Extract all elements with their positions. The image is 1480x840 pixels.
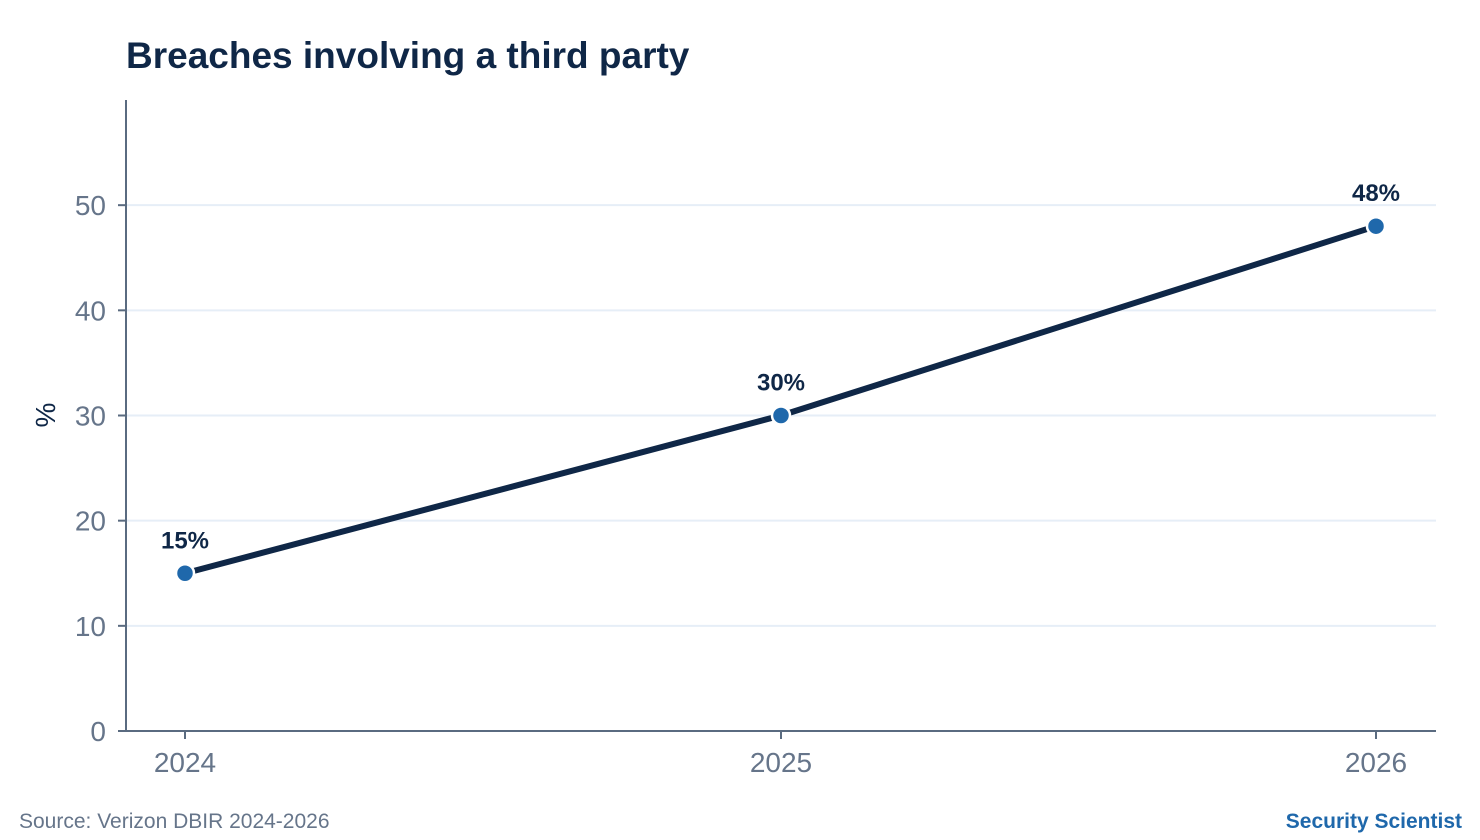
x-axis-ticks: 2024 2025 2026 xyxy=(154,731,1407,778)
data-point xyxy=(174,563,196,584)
x-tick-label: 2024 xyxy=(154,747,216,778)
y-tick-label: 40 xyxy=(75,295,106,326)
y-tick-label: 30 xyxy=(75,401,106,432)
data-label: 48% xyxy=(1352,180,1400,207)
x-tick-label: 2025 xyxy=(750,747,812,778)
data-point xyxy=(1365,215,1387,237)
data-points xyxy=(174,215,1387,584)
data-point xyxy=(770,405,792,426)
brand-label: Security Scientist xyxy=(1285,810,1462,833)
data-label: 15% xyxy=(161,527,209,554)
y-tick-label: 0 xyxy=(90,716,106,747)
source-note: Source: Verizon DBIR 2024-2026 xyxy=(19,810,330,833)
y-tick-label: 50 xyxy=(75,190,106,221)
line-chart: Breaches involving a third party 0 10 20 30… xyxy=(30,35,1436,778)
y-tick-label: 10 xyxy=(75,611,106,642)
data-labels: 15% 30% 48% xyxy=(161,180,1400,554)
y-tick-label: 20 xyxy=(75,506,106,537)
y-axis-label: % xyxy=(30,403,61,428)
y-axis-ticks: 0 10 20 30 40 50 xyxy=(75,190,126,747)
chart-title: Breaches involving a third party xyxy=(126,35,690,76)
x-tick-label: 2026 xyxy=(1345,747,1407,778)
data-label: 30% xyxy=(757,370,805,397)
